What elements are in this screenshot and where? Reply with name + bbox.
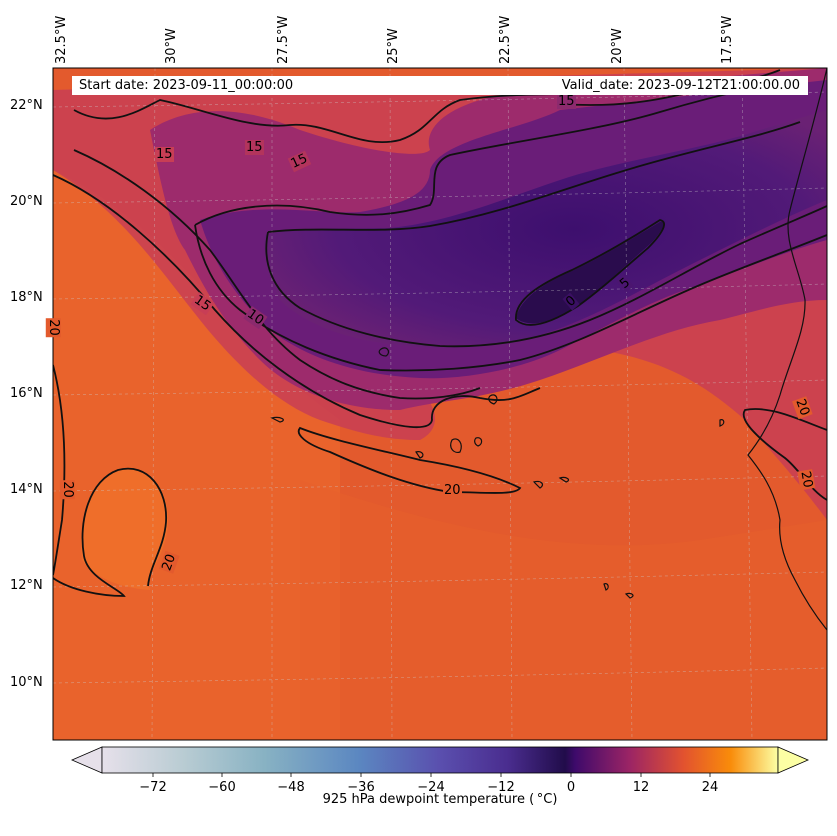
island-10: [378, 347, 390, 357]
lon-label: 17.5°W: [720, 15, 735, 64]
lat-label: 12°N: [10, 578, 43, 593]
lat-label: 10°N: [10, 675, 43, 690]
colorbar-ticks: [152, 773, 711, 777]
contour-10-line: [194, 79, 791, 226]
lon-label: 25°W: [386, 28, 401, 64]
colorbar-tick-label: 24: [701, 780, 719, 795]
lon-label: 30°W: [164, 28, 179, 64]
moist-region-south: [300, 480, 827, 740]
lon-label: 22.5°W: [498, 15, 513, 64]
island-9: [488, 394, 498, 405]
colorbar-tick-label: −60: [208, 780, 236, 795]
island-3: [603, 583, 609, 591]
lat-label: 18°N: [10, 290, 43, 305]
lat-label: 22°N: [10, 98, 43, 113]
lon-label: 20°W: [610, 28, 625, 64]
island-2: [474, 437, 483, 447]
contour-label: 20: [443, 483, 462, 498]
colorbar-tick-label: −72: [139, 780, 167, 795]
contour-20-line-north: [53, 174, 541, 429]
hook-region: [81, 468, 168, 590]
valid-date: Valid_date: 2023-09-12T21:00:00.00: [561, 78, 800, 93]
colorbar-extend-low: [70, 746, 103, 774]
contour-20-line-band: [297, 426, 522, 494]
contour-label: 20: [45, 318, 61, 337]
island-6: [532, 480, 544, 489]
contour-10-line-south: [194, 224, 827, 372]
island-7: [558, 476, 570, 483]
colorbar-tick-label: 0: [566, 780, 576, 795]
colorbar-tick-label: −36: [347, 780, 375, 795]
colorbar-tick-label: −48: [277, 780, 305, 795]
colorbar-tick-label: −24: [417, 780, 445, 795]
map-frame: [52, 67, 828, 741]
moist-region-west: [53, 170, 340, 740]
island-1: [450, 438, 462, 453]
lon-label: 27.5°W: [276, 15, 291, 64]
coastlines: [270, 68, 827, 631]
contour-15-line: [73, 91, 601, 144]
colorbar-body: [101, 746, 779, 774]
contour-5-line-south: [265, 205, 827, 348]
lat-label: 16°N: [10, 386, 43, 401]
colorbar-tick-label: −12: [487, 780, 515, 795]
graticule: [53, 68, 827, 740]
island-4: [624, 592, 634, 599]
contour-label: 20: [797, 469, 816, 490]
contour-label: 20: [59, 480, 75, 499]
contour-5-line: [267, 121, 801, 233]
colorbar-tick-label: 12: [632, 780, 650, 795]
colorbar-title: 925 hPa dewpoint temperature ( °C): [322, 792, 558, 807]
contour-label: 15: [155, 147, 174, 162]
lat-label: 14°N: [10, 482, 43, 497]
contour-15-line-south: [73, 149, 481, 400]
info-box: [72, 76, 808, 95]
africa-coast: [747, 68, 827, 631]
contour-0-fill: [516, 221, 664, 324]
island-11: [415, 451, 424, 459]
colorbar-extend-high: [777, 746, 810, 774]
contour-5-fill: [264, 110, 827, 348]
map-area: [53, 68, 827, 740]
contour-label: 15: [245, 140, 264, 155]
island-8: [270, 416, 284, 423]
island-5: [719, 419, 725, 427]
contour-label: 15: [557, 94, 576, 109]
contour-20-hook: [53, 467, 167, 597]
lon-label: 32.5°W: [54, 15, 69, 64]
lat-label: 20°N: [10, 194, 43, 209]
colorbar: [70, 746, 810, 777]
start-date: Start date: 2023-09-11_00:00:00: [79, 78, 294, 93]
